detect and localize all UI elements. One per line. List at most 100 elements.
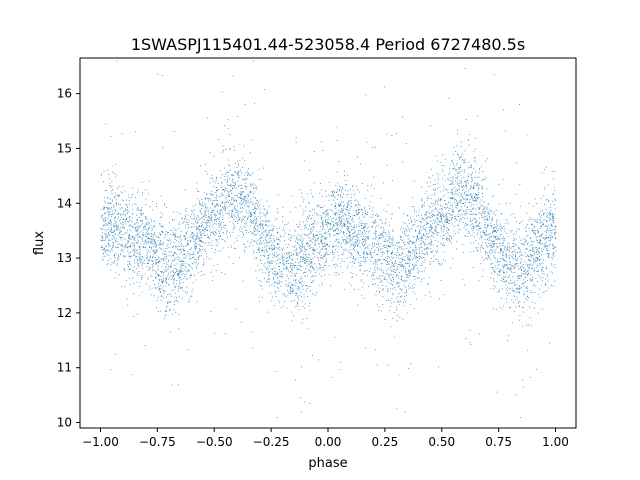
data-point (256, 220, 258, 222)
data-point (286, 246, 288, 248)
data-point (324, 213, 325, 215)
data-point (244, 185, 246, 187)
data-point (258, 249, 259, 250)
data-point (247, 168, 249, 169)
data-point (383, 228, 385, 230)
data-point (403, 266, 405, 267)
data-point (178, 272, 180, 274)
data-point (281, 281, 283, 282)
data-point (477, 183, 479, 185)
data-point (330, 228, 332, 230)
data-point (515, 193, 517, 195)
data-point (239, 217, 241, 219)
data-point (328, 274, 330, 276)
data-point (354, 193, 356, 194)
data-point (369, 249, 371, 251)
data-point (514, 233, 516, 235)
data-point (163, 272, 164, 273)
data-point (272, 256, 274, 258)
data-point (159, 232, 161, 234)
data-point (104, 250, 106, 252)
data-point (216, 210, 218, 212)
data-point (199, 239, 200, 241)
data-point (504, 276, 506, 277)
data-point (192, 253, 193, 255)
data-point (546, 232, 548, 234)
data-point (407, 239, 409, 240)
data-point (523, 282, 525, 284)
data-point (336, 199, 338, 200)
data-point (222, 207, 224, 209)
data-point (176, 268, 177, 270)
data-point (229, 221, 231, 223)
data-point (440, 213, 442, 215)
data-point (476, 225, 478, 227)
data-point (432, 260, 434, 262)
data-point (153, 241, 155, 243)
data-point (193, 253, 195, 254)
data-point (366, 253, 368, 255)
data-point (430, 224, 432, 226)
data-point (116, 229, 117, 231)
data-point (380, 233, 382, 235)
data-point (427, 237, 429, 239)
data-point (188, 220, 190, 222)
data-point (434, 179, 436, 181)
data-point (247, 173, 249, 175)
data-point (429, 242, 430, 244)
data-point (499, 239, 501, 241)
data-point (162, 277, 164, 279)
data-point (424, 202, 425, 204)
data-point (342, 212, 343, 213)
data-point (166, 282, 167, 284)
data-point (323, 256, 324, 257)
data-point (386, 164, 388, 166)
data-point (385, 218, 387, 220)
data-point (430, 244, 431, 246)
data-point (391, 262, 393, 263)
data-point (184, 209, 186, 211)
data-point (133, 255, 135, 256)
data-point (236, 166, 238, 168)
data-point (321, 239, 323, 241)
data-point (192, 235, 194, 237)
data-point (437, 214, 439, 215)
data-point (525, 287, 527, 289)
data-point (210, 311, 212, 313)
data-point (330, 195, 332, 197)
data-point (532, 278, 533, 280)
data-point (415, 263, 417, 265)
data-point (451, 217, 453, 219)
data-point (322, 220, 324, 222)
data-point (241, 194, 243, 196)
data-point (412, 288, 414, 290)
data-point (130, 245, 131, 247)
data-point (430, 198, 432, 199)
data-point (403, 228, 405, 229)
data-point (137, 232, 138, 234)
data-point (489, 216, 490, 217)
data-point (198, 259, 199, 261)
data-point (157, 265, 159, 267)
data-point (334, 229, 336, 231)
data-point (170, 295, 172, 297)
data-point (151, 237, 153, 239)
data-point (192, 232, 193, 234)
data-point (138, 217, 140, 219)
data-point (535, 257, 537, 258)
data-point (455, 203, 457, 205)
data-point (145, 224, 147, 225)
data-point (141, 194, 143, 196)
data-point (425, 231, 427, 233)
data-point (449, 168, 450, 170)
data-point (375, 231, 377, 233)
data-point (459, 209, 461, 211)
data-point (392, 180, 393, 182)
data-point (278, 300, 279, 301)
data-point (434, 230, 436, 232)
data-point (489, 238, 490, 240)
data-point (357, 236, 359, 238)
data-point (542, 224, 544, 225)
data-point (490, 210, 491, 212)
data-point (357, 241, 359, 243)
